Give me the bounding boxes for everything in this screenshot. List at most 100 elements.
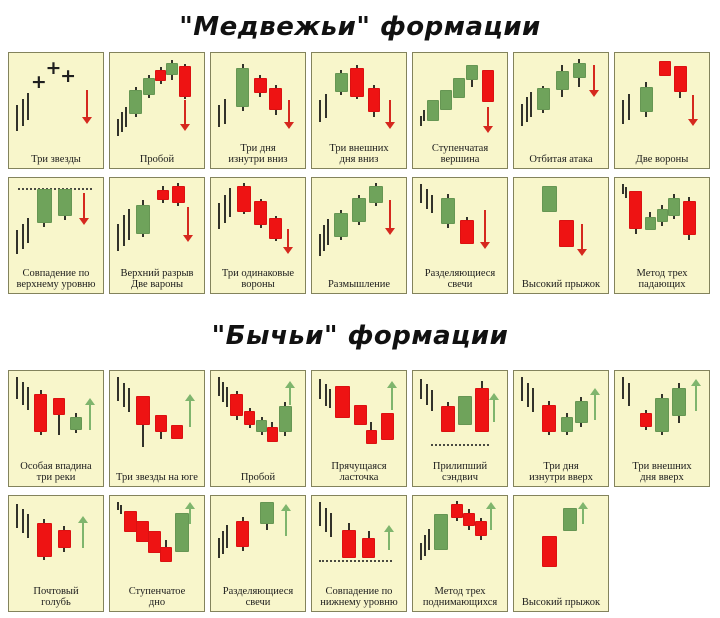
- red-candle: [157, 189, 170, 200]
- price-bar: [627, 383, 630, 407]
- green-candle: [256, 419, 268, 432]
- red-candle: [244, 411, 256, 425]
- pattern-card: Размышление: [311, 177, 407, 294]
- up-arrow-icon: [488, 392, 500, 422]
- pattern-card: Разделяющиеся свечи: [210, 495, 306, 612]
- pattern-label: Три дня изнутри вниз: [228, 142, 288, 166]
- red-candle: [253, 78, 267, 94]
- pattern-card: Пробой: [109, 52, 205, 169]
- green-candle: [655, 397, 669, 432]
- green-candle: [166, 62, 178, 75]
- red-candle: [37, 522, 52, 557]
- arrow-stem: [85, 90, 88, 119]
- green-candle: [352, 198, 366, 222]
- pattern-card: Особая впадина три реки: [8, 370, 104, 487]
- price-bar: [127, 209, 130, 240]
- arrow-stem: [388, 529, 391, 550]
- price-bar: [328, 389, 331, 408]
- price-bar: [425, 384, 428, 406]
- pattern-label: Метод трех поднимающихся: [422, 585, 498, 609]
- arrow-head: [482, 125, 493, 133]
- pattern-chart: [114, 56, 200, 141]
- red-candle: [463, 512, 476, 527]
- up-arrow-icon: [485, 502, 497, 530]
- pattern-chart: [316, 499, 402, 584]
- green-candle: [441, 198, 455, 224]
- bearish-row-1: + + + Три звезды Пробой Три дня изнутри вниз Тр…: [0, 52, 720, 169]
- bearish-section-title: "Медвежьи" формации: [179, 12, 541, 42]
- up-arrow-icon: [84, 397, 96, 431]
- pattern-chart: [215, 374, 301, 459]
- pattern-card: Три дня изнутри вверх: [513, 370, 609, 487]
- arrow-head: [589, 387, 600, 395]
- red-candle: [155, 414, 168, 432]
- red-candle: [341, 529, 357, 559]
- price-bar: [221, 531, 224, 555]
- price-bar: [428, 528, 431, 550]
- green-candle: [175, 512, 189, 552]
- pattern-card: Совпадение по нижнему уровню: [311, 495, 407, 612]
- star-mark: +: [45, 56, 62, 79]
- pattern-chart: + + +: [13, 56, 99, 141]
- arrow-head: [81, 117, 92, 124]
- bullish-row-2: Почтовый голубь Ступенчатое дно Разделяющиес…: [0, 495, 720, 612]
- green-candle: [561, 416, 574, 432]
- pattern-label: Две вороны: [635, 154, 689, 166]
- green-candle: [136, 204, 151, 234]
- red-candle: [350, 67, 365, 97]
- pattern-label: Три звезды на юге: [116, 472, 198, 484]
- price-bar: [26, 514, 29, 539]
- price-bar: [122, 383, 125, 408]
- down-arrow-icon: [384, 100, 396, 130]
- pattern-chart: [316, 374, 402, 459]
- pattern-card: Верхний разрыв Две вароны: [109, 177, 205, 294]
- price-bar: [16, 377, 19, 400]
- pattern-label: Высокий прыжок: [521, 597, 601, 609]
- price-bar: [228, 187, 231, 217]
- price-bar: [221, 381, 224, 403]
- pattern-label: Отбитая атака: [529, 154, 593, 166]
- price-bar: [521, 103, 524, 126]
- red-candle: [160, 546, 172, 562]
- pattern-label: Прячущаяся ласточка: [331, 460, 387, 484]
- price-bar: [127, 388, 130, 413]
- pattern-label: Ступенчатая вершина: [431, 142, 489, 166]
- pattern-label: Пробой: [139, 154, 175, 166]
- price-bar: [419, 115, 422, 126]
- price-bar: [16, 504, 19, 528]
- arrow-head: [384, 228, 395, 236]
- green-candle: [562, 507, 578, 532]
- red-candle: [57, 529, 71, 549]
- up-arrow-icon: [77, 516, 89, 549]
- red-candle: [542, 404, 556, 432]
- price-bar: [26, 217, 29, 244]
- price-bar: [223, 98, 226, 124]
- arrow-head: [284, 380, 295, 388]
- pattern-label: Три звезды: [31, 154, 81, 166]
- green-candle: [69, 416, 82, 431]
- price-bar: [21, 381, 24, 405]
- red-candle: [474, 521, 487, 537]
- bullish-section-title: "Бычьи" формации: [211, 321, 509, 351]
- green-candle: [555, 71, 569, 90]
- arrow-head: [485, 502, 496, 510]
- green-candle: [542, 186, 557, 212]
- price-bar: [26, 386, 29, 410]
- down-arrow-icon: [479, 209, 491, 249]
- green-candle: [57, 188, 73, 216]
- price-bar: [120, 504, 123, 515]
- green-candle: [129, 90, 143, 114]
- red-candle: [136, 521, 150, 543]
- green-candle: [466, 64, 479, 80]
- arrow-head: [576, 248, 587, 256]
- price-bar: [218, 203, 221, 229]
- red-candle: [362, 538, 376, 559]
- arrow-head: [386, 380, 397, 388]
- arrow-stem: [188, 506, 191, 525]
- red-candle: [542, 536, 557, 567]
- green-candle: [143, 78, 156, 96]
- up-arrow-icon: [280, 504, 292, 537]
- pattern-card: Прячущаяся ласточка: [311, 370, 407, 487]
- green-candle: [574, 401, 588, 424]
- red-candle: [33, 394, 48, 432]
